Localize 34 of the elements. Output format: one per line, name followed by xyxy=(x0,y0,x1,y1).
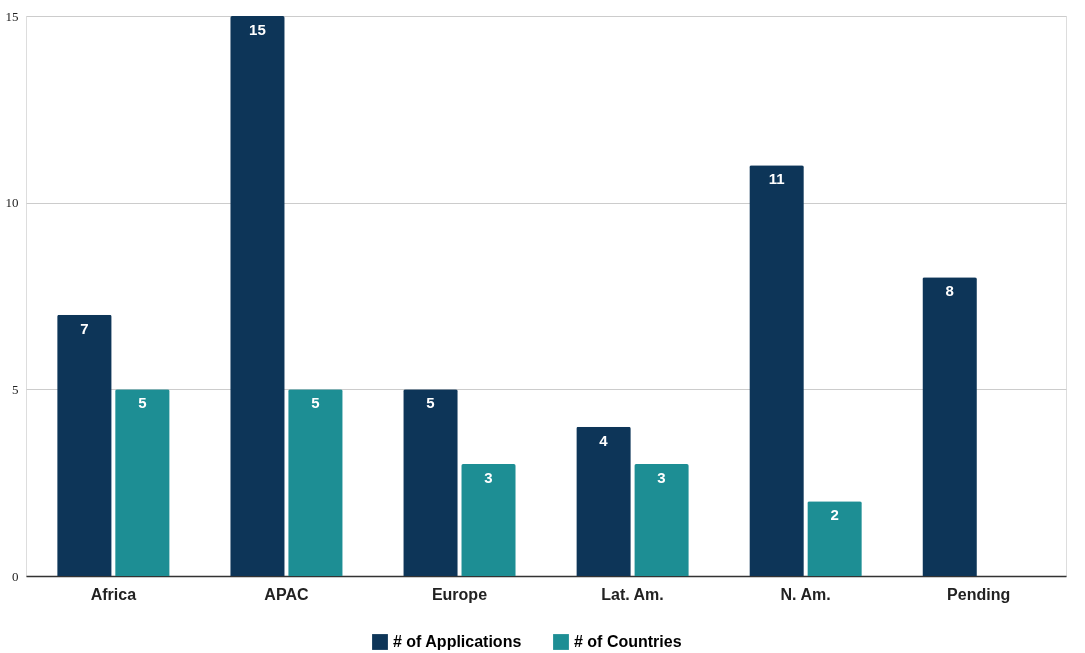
bar xyxy=(230,16,285,576)
data-label: 5 xyxy=(426,394,435,412)
data-label: 5 xyxy=(311,394,320,412)
y-tick-label: 5 xyxy=(12,381,19,397)
bar xyxy=(288,389,343,576)
x-tick-label: Africa xyxy=(90,585,137,603)
y-tick-label: 0 xyxy=(12,568,19,584)
bar xyxy=(922,277,977,576)
x-tick-label: N. Am. xyxy=(780,585,831,603)
bar xyxy=(57,314,112,576)
bar xyxy=(807,501,862,576)
data-label: 3 xyxy=(484,469,493,486)
bar xyxy=(461,464,516,576)
x-tick-label: APAC xyxy=(264,585,309,603)
data-label: 15 xyxy=(249,21,266,38)
data-label: 2 xyxy=(830,506,839,524)
bar xyxy=(403,389,458,576)
y-tick-label: 10 xyxy=(5,195,19,211)
data-label: 3 xyxy=(657,469,666,486)
bar xyxy=(749,165,804,576)
bar xyxy=(115,389,170,576)
bar xyxy=(634,464,689,576)
x-tick-label: Lat. Am. xyxy=(601,585,664,603)
data-label: 8 xyxy=(945,282,954,300)
x-tick-label: Europe xyxy=(431,585,488,603)
bar xyxy=(576,426,631,576)
y-tick-label: 15 xyxy=(5,8,19,24)
data-label: 5 xyxy=(138,394,147,412)
legend-label: # of Applications xyxy=(393,633,522,650)
x-tick-label: Pending xyxy=(947,585,1011,603)
legend-label: # of Countries xyxy=(574,633,682,650)
data-label: 11 xyxy=(768,170,785,188)
data-label: 7 xyxy=(80,319,89,337)
data-label: 4 xyxy=(599,431,609,449)
